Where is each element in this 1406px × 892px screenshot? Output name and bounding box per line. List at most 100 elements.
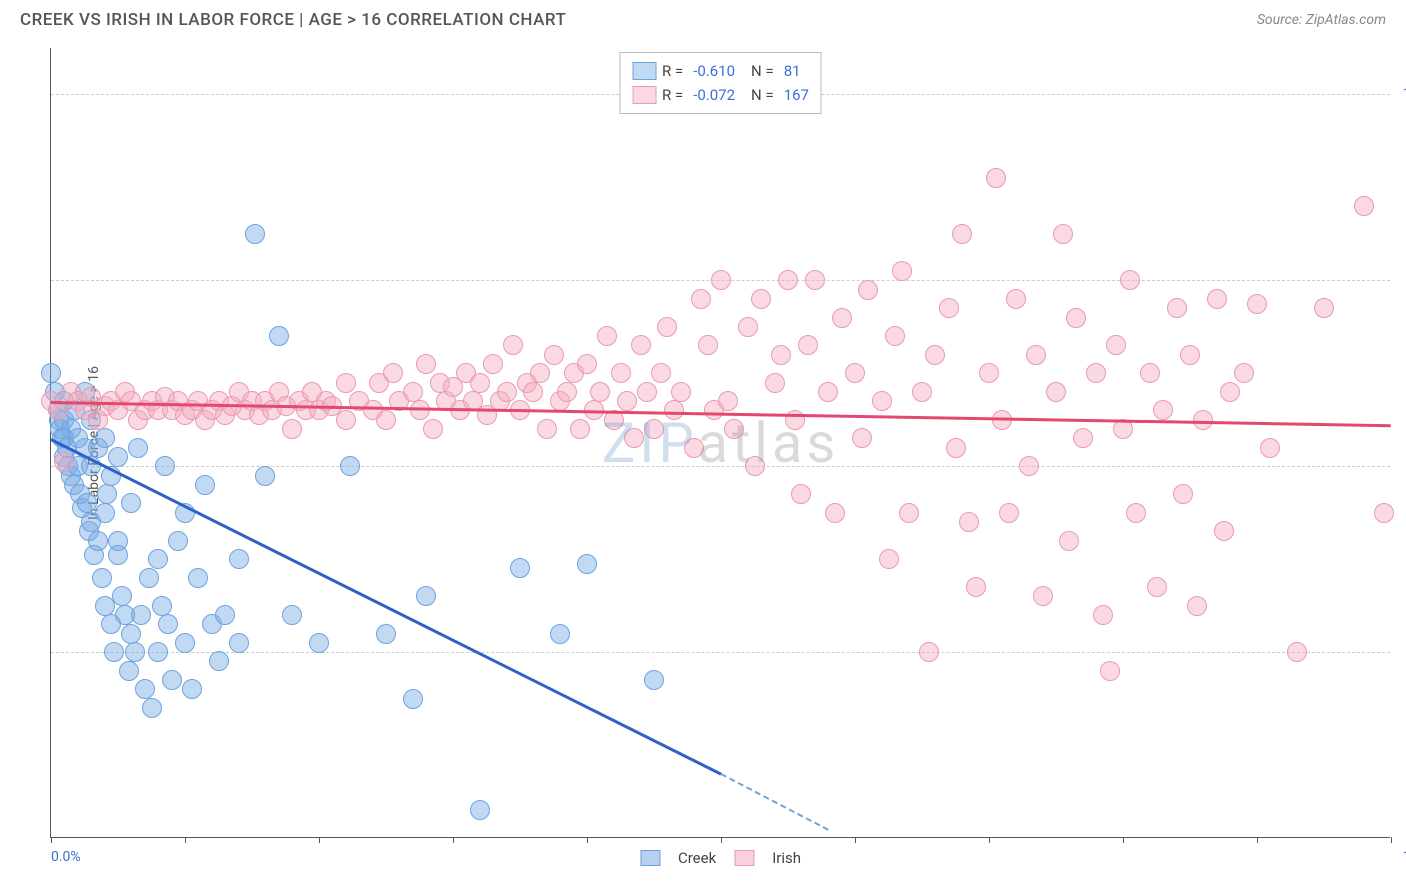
data-point: [188, 568, 208, 588]
data-point: [745, 456, 765, 476]
data-point: [557, 382, 577, 402]
data-point: [416, 354, 436, 374]
stat-n-label: N =: [751, 83, 774, 107]
stat-r-value: -0.610: [693, 59, 735, 83]
data-point: [54, 452, 74, 472]
data-point: [148, 549, 168, 569]
x-tick: [587, 837, 588, 843]
data-point: [845, 363, 865, 383]
data-point: [523, 382, 543, 402]
data-point: [550, 624, 570, 644]
legend-swatch: [632, 86, 656, 104]
data-point: [131, 605, 151, 625]
data-point: [570, 419, 590, 439]
x-tick: [185, 837, 186, 843]
data-point: [791, 484, 811, 504]
data-point: [503, 335, 523, 355]
x-tick: [1123, 837, 1124, 843]
x-tick: [51, 837, 52, 843]
legend-swatch: [734, 850, 754, 866]
data-point: [41, 363, 61, 383]
stat-n-label: N =: [751, 59, 774, 83]
x-tick: [453, 837, 454, 843]
data-point: [544, 345, 564, 365]
data-point: [1214, 521, 1234, 541]
data-point: [282, 605, 302, 625]
data-point: [229, 549, 249, 569]
data-point: [376, 410, 396, 430]
data-point: [818, 382, 838, 402]
data-point: [142, 698, 162, 718]
legend-stat-row: R = -0.072 N = 167: [632, 83, 809, 107]
data-point: [1140, 363, 1160, 383]
data-point: [1086, 363, 1106, 383]
data-point: [597, 326, 617, 346]
data-point: [1147, 577, 1167, 597]
data-point: [919, 642, 939, 662]
data-point: [1167, 298, 1187, 318]
data-point: [383, 363, 403, 383]
data-point: [92, 568, 112, 588]
legend-swatch: [632, 62, 656, 80]
data-point: [97, 484, 117, 504]
x-axis-end-label: 100.0%: [1403, 849, 1406, 865]
x-tick: [855, 837, 856, 843]
data-point: [691, 289, 711, 309]
stat-r-label: R =: [662, 83, 683, 107]
data-point: [1314, 298, 1334, 318]
data-point: [946, 438, 966, 458]
data-point: [611, 363, 631, 383]
data-point: [1006, 289, 1026, 309]
data-point: [470, 373, 490, 393]
data-point: [999, 503, 1019, 523]
data-point: [664, 400, 684, 420]
data-point: [631, 335, 651, 355]
data-point: [182, 679, 202, 699]
data-point: [537, 419, 557, 439]
data-point: [825, 503, 845, 523]
data-point: [966, 577, 986, 597]
data-point: [939, 298, 959, 318]
chart-header: CREEK VS IRISH IN LABOR FORCE | AGE > 16…: [0, 0, 1406, 36]
data-point: [340, 456, 360, 476]
stat-r-value: -0.072: [693, 83, 735, 107]
data-point: [229, 633, 249, 653]
data-point: [195, 475, 215, 495]
data-point: [590, 382, 610, 402]
gridline: [51, 652, 1390, 653]
data-point: [1120, 270, 1140, 290]
data-point: [108, 447, 128, 467]
data-point: [1033, 586, 1053, 606]
data-point: [1207, 289, 1227, 309]
data-point: [1374, 503, 1394, 523]
data-point: [135, 679, 155, 699]
data-point: [892, 261, 912, 281]
data-point: [624, 428, 644, 448]
data-point: [1100, 661, 1120, 681]
stat-n-value: 167: [784, 83, 809, 107]
data-point: [403, 689, 423, 709]
data-point: [832, 308, 852, 328]
gridline: [51, 466, 1390, 467]
x-tick: [1391, 837, 1392, 843]
x-tick: [1257, 837, 1258, 843]
data-point: [805, 270, 825, 290]
data-point: [269, 326, 289, 346]
data-point: [95, 503, 115, 523]
data-point: [155, 456, 175, 476]
y-tick-label: 80.0%: [1398, 272, 1406, 288]
data-point: [858, 280, 878, 300]
stat-n-value: 81: [784, 59, 801, 83]
data-point: [1153, 400, 1173, 420]
data-point: [376, 624, 396, 644]
data-point: [885, 326, 905, 346]
data-point: [530, 363, 550, 383]
legend-swatch: [640, 850, 660, 866]
data-point: [1106, 335, 1126, 355]
trend-line: [50, 438, 721, 775]
y-tick-label: 40.0%: [1398, 644, 1406, 660]
data-point: [684, 438, 704, 458]
data-point: [724, 419, 744, 439]
data-point: [121, 624, 141, 644]
legend-stats: R = -0.610 N = 81R = -0.072 N = 167: [619, 52, 822, 114]
